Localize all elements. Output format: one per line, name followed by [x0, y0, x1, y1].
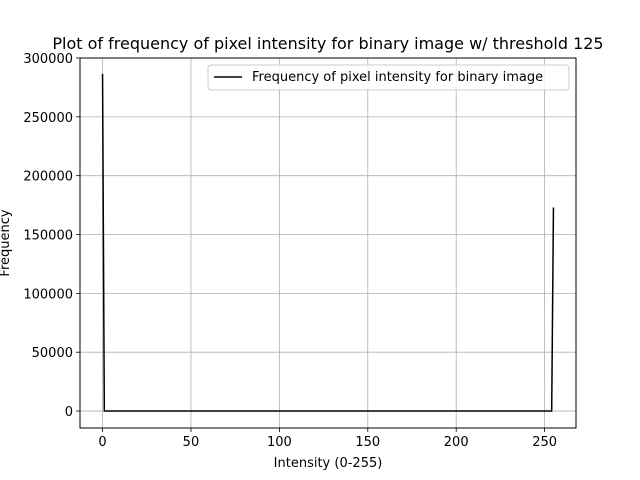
legend-label: Frequency of pixel intensity for binary … [252, 70, 543, 85]
y-tick-label: 0 [65, 405, 73, 420]
y-tick-label: 200000 [23, 170, 73, 185]
legend-box [207, 64, 570, 91]
plot-frame [79, 57, 577, 429]
y-axis: 0 50000 100000 150000 200000 250000 300000 [23, 52, 80, 420]
x-tick-label: 150 [355, 435, 380, 450]
y-tick-label: 50000 [32, 346, 73, 361]
legend: Frequency of pixel intensity for binary … [207, 64, 570, 91]
series-layer [101, 73, 555, 412]
y-tick-label: 250000 [23, 111, 73, 126]
series-line [101, 73, 555, 412]
x-tick-label: 100 [267, 435, 292, 450]
chart-title: Plot of frequency of pixel intensity for… [52, 34, 603, 53]
x-tick-label: 200 [444, 435, 469, 450]
y-axis-title: Frequency [0, 209, 13, 276]
x-axis-title: Intensity (0-255) [274, 456, 383, 471]
y-tick-label: 150000 [23, 229, 73, 244]
grid [80, 57, 576, 428]
x-axis: 0 50 100 150 200 250 [98, 428, 557, 450]
y-tick-label: 100000 [23, 287, 73, 302]
x-tick-label: 50 [183, 435, 200, 450]
x-tick-label: 250 [532, 435, 557, 450]
y-tick-label: 300000 [23, 52, 73, 67]
x-tick-label: 0 [98, 435, 106, 450]
